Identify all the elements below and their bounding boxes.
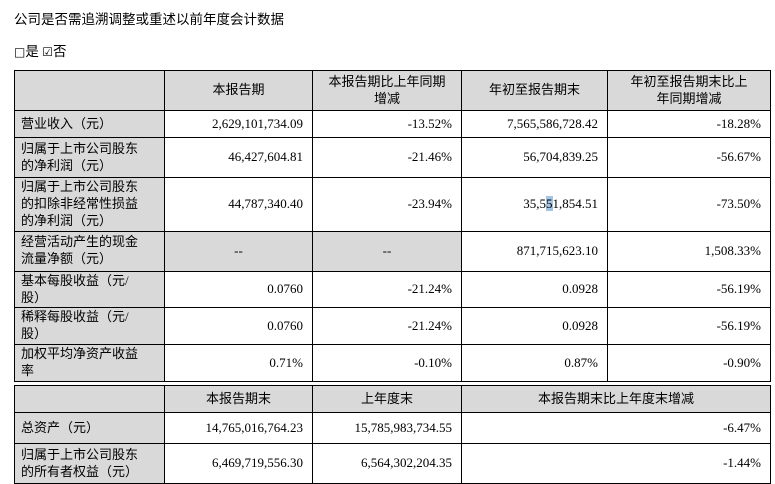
table-row-non-recurring-net-profit: 归属于上市公司股东 的扣除非经常性损益 的净利润（元） 44,787,340.4… [14,177,771,232]
value-fragment: 35,5 [523,195,546,211]
table-row-basic-eps: 基本每股收益（元/ 股） 0.0760 -21.24% 0.0928 -56.1… [14,270,771,309]
cell-revenue-current: 2,629,101,734.09 [164,110,313,138]
row-label-shareholders-equity: 归属于上市公司股东 的所有者权益（元） [14,443,165,484]
cell-net-profit-yoy: -21.46% [312,137,462,178]
cell-non-recurring-ytd-yoy: -73.50% [607,177,771,232]
table-row-net-profit: 归属于上市公司股东 的净利润（元） 46,427,604.81 -21.46% … [14,137,771,178]
header-current-period: 本报告期 [164,70,313,111]
value-fragment: 1,854.51 [552,195,599,211]
header2-change-vs-prev-year-end: 本报告期末比上年度末增减 [460,385,772,414]
row-label-operating-cash-flow: 经营活动产生的现金 流量净额（元） [14,230,165,272]
balance-sheet-summary-table: 本报告期末 上年度末 本报告期末比上年度末增减 总资产（元） 14,765,01… [14,385,772,484]
cell-equity-change: -1.44% [460,443,772,484]
cell-total-assets-change: -6.47% [460,412,772,445]
table-header-row-2: 本报告期末 上年度末 本报告期末比上年度末增减 [14,385,772,414]
cell-roe-ytd: 0.87% [461,344,608,383]
cell-net-profit-ytd: 56,704,839.25 [461,137,608,178]
cell-diluted-eps-yoy: -21.24% [312,307,462,346]
cell-basic-eps-yoy: -21.24% [312,270,462,309]
cell-non-recurring-current: 44,787,340.40 [164,177,313,232]
header-empty [14,70,165,111]
checkbox-yes-unchecked-icon: □ [14,45,26,59]
cell-basic-eps-ytd-yoy: -56.19% [607,270,771,309]
cell-basic-eps-current: 0.0760 [164,270,313,309]
row-label-basic-eps: 基本每股收益（元/ 股） [14,270,165,309]
cell-cash-flow-ytd: 871,715,623.10 [461,230,608,272]
table-row-operating-cash-flow: 经营活动产生的现金 流量净额（元） -- -- 871,715,623.10 1… [14,230,771,272]
cell-revenue-ytd: 7,565,586,728.42 [461,110,608,138]
cell-cash-flow-ytd-yoy: 1,508.33% [607,230,771,272]
cell-cash-flow-current: -- [164,230,313,272]
cell-diluted-eps-ytd-yoy: -56.19% [607,307,771,346]
option-yes-label: 是 [25,44,39,59]
row-label-revenue: 营业收入（元） [14,110,165,138]
row-label-total-assets: 总资产（元） [14,412,165,445]
row-label-non-recurring-net-profit: 归属于上市公司股东 的扣除非经常性损益 的净利润（元） [14,177,165,232]
header2-end-of-period: 本报告期末 [164,385,313,414]
key-financials-table: 本报告期 本报告期比上年同期 增减 年初至报告期末 年初至报告期末比上 年同期增… [14,70,771,383]
cell-net-profit-ytd-yoy: -56.67% [607,137,771,178]
table-row-weighted-avg-roe: 加权平均净资产收益 率 0.71% -0.10% 0.87% -0.90% [14,344,771,383]
header-current-yoy-change: 本报告期比上年同期 增减 [312,70,462,111]
table-row-revenue: 营业收入（元） 2,629,101,734.09 -13.52% 7,565,5… [14,110,771,138]
header2-empty [14,385,165,414]
restatement-question: 公司是否需追溯调整或重述以前年度会计数据 [14,12,284,27]
header-ytd-yoy-change: 年初至报告期末比上 年同期增减 [607,70,771,111]
cell-roe-yoy: -0.10% [312,344,462,383]
checkbox-no-checked-icon: ☑ [42,45,53,59]
row-label-net-profit: 归属于上市公司股东 的净利润（元） [14,137,165,178]
cell-equity-end: 6,469,719,556.30 [164,443,313,484]
cell-total-assets-prev: 15,785,983,734.55 [312,412,462,445]
table-header-row: 本报告期 本报告期比上年同期 增减 年初至报告期末 年初至报告期末比上 年同期增… [14,70,771,111]
cell-cash-flow-yoy: -- [312,230,462,272]
cell-basic-eps-ytd: 0.0928 [461,270,608,309]
table-row-total-assets: 总资产（元） 14,765,016,764.23 15,785,983,734.… [14,412,772,445]
selected-text-highlight: 5 [546,195,553,211]
cell-revenue-ytd-yoy: -18.28% [607,110,771,138]
cell-roe-current: 0.71% [164,344,313,383]
restatement-answer: □是 ☑否 [14,40,775,60]
cell-roe-ytd-yoy: -0.90% [607,344,771,383]
cell-non-recurring-ytd: 35,551,854.51 [461,177,608,232]
cell-diluted-eps-ytd: 0.0928 [461,307,608,346]
cell-net-profit-current: 46,427,604.81 [164,137,313,178]
cell-non-recurring-yoy: -23.94% [312,177,462,232]
option-no-label: 否 [52,44,67,59]
cell-diluted-eps-current: 0.0760 [164,307,313,346]
cell-total-assets-end: 14,765,016,764.23 [164,412,313,445]
header2-prev-year-end: 上年度末 [312,385,462,414]
header-ytd: 年初至报告期末 [461,70,608,111]
row-label-weighted-avg-roe: 加权平均净资产收益 率 [14,344,165,383]
table-row-diluted-eps: 稀释每股收益（元/ 股） 0.0760 -21.24% 0.0928 -56.1… [14,307,771,346]
cell-revenue-yoy: -13.52% [312,110,462,138]
cell-equity-prev: 6,564,302,204.35 [312,443,462,484]
row-label-diluted-eps: 稀释每股收益（元/ 股） [14,307,165,346]
table-row-shareholders-equity: 归属于上市公司股东 的所有者权益（元） 6,469,719,556.30 6,5… [14,443,772,484]
